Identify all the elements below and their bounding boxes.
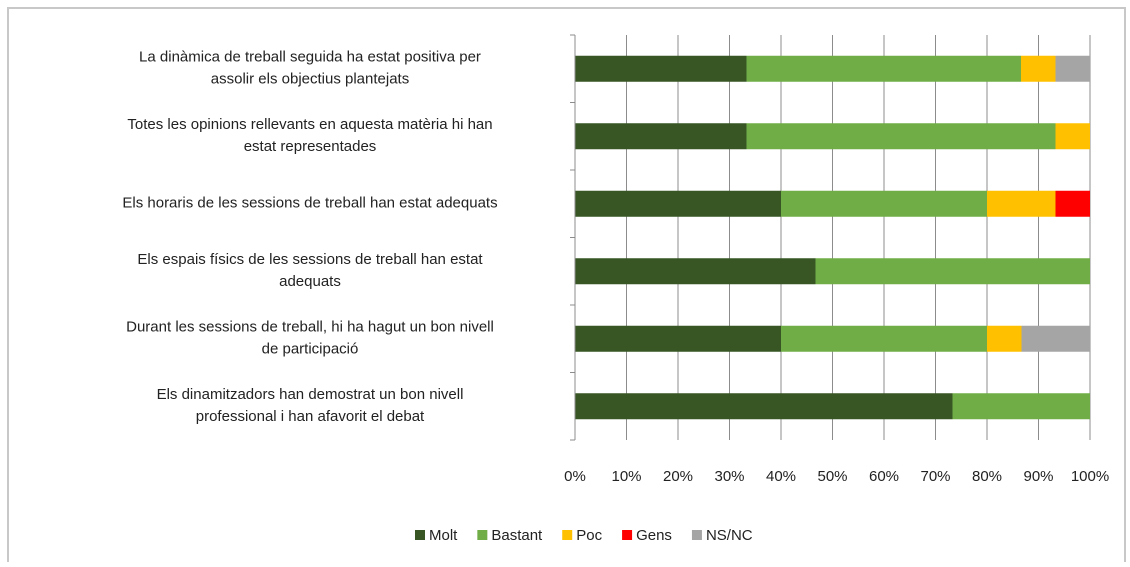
bar-segment (575, 325, 781, 352)
y-tick-label: Els espais físics de les sessions de tre… (137, 251, 483, 268)
x-tick-label: 50% (817, 468, 847, 485)
chart-border (7, 7, 1126, 567)
x-tick-label: 100% (1071, 468, 1109, 485)
bar-segment (987, 325, 1022, 352)
x-tick-label: 70% (920, 468, 950, 485)
bar-segment (815, 258, 1090, 285)
x-tick-label: 40% (766, 468, 796, 485)
y-tick-label: de participació (262, 341, 359, 358)
y-tick-label: estat representades (244, 138, 377, 155)
bar-segment (781, 190, 987, 217)
y-tick-label: adequats (279, 273, 341, 290)
x-tick-label: 20% (663, 468, 693, 485)
y-tick-label: assolir els objectius plantejats (211, 71, 409, 88)
bar-segment (746, 123, 1056, 150)
y-tick-label: Durant les sessions de treball, hi ha ha… (126, 319, 494, 336)
x-tick-label: 80% (972, 468, 1002, 485)
x-tick-label: 10% (611, 468, 641, 485)
legend-label: Molt (429, 527, 458, 544)
bar-segment (575, 190, 781, 217)
bar-segment (1055, 190, 1090, 217)
bar-segment (987, 190, 1056, 217)
legend-swatch (415, 530, 425, 540)
x-tick-label: 90% (1023, 468, 1053, 485)
y-tick-label: professional i han afavorit el debat (196, 408, 425, 425)
y-tick-label: Els horaris de les sessions de treball h… (122, 195, 497, 212)
bar-segment (575, 258, 816, 285)
legend-swatch (691, 530, 702, 540)
legend-label: Poc (576, 527, 602, 544)
y-tick-label: Totes les opinions rellevants en aquesta… (127, 116, 492, 133)
bar-segment (746, 55, 1021, 82)
x-tick-label: 60% (869, 468, 899, 485)
x-tick-label: 30% (714, 468, 744, 485)
bar-segment (1021, 325, 1090, 352)
y-tick-label: Els dinamitzadors han demostrat un bon n… (157, 386, 464, 403)
bar-segment (781, 325, 987, 352)
bar-segment (575, 55, 747, 82)
bar-segment (575, 123, 747, 150)
bar-segment (1055, 55, 1090, 82)
bar-segment (575, 393, 953, 420)
legend-label: NS/NC (706, 527, 753, 544)
x-tick-label: 0% (564, 468, 586, 485)
legend-label: Gens (636, 527, 672, 544)
y-tick-label: La dinàmica de treball seguida ha estat … (139, 49, 481, 66)
legend-swatch (622, 530, 633, 540)
legend-swatch (477, 530, 488, 540)
bar-segment (952, 393, 1090, 420)
legend-label: Bastant (491, 527, 543, 544)
bar-segment (1055, 123, 1090, 150)
bar-segment (1020, 55, 1056, 82)
legend-swatch (562, 530, 573, 540)
